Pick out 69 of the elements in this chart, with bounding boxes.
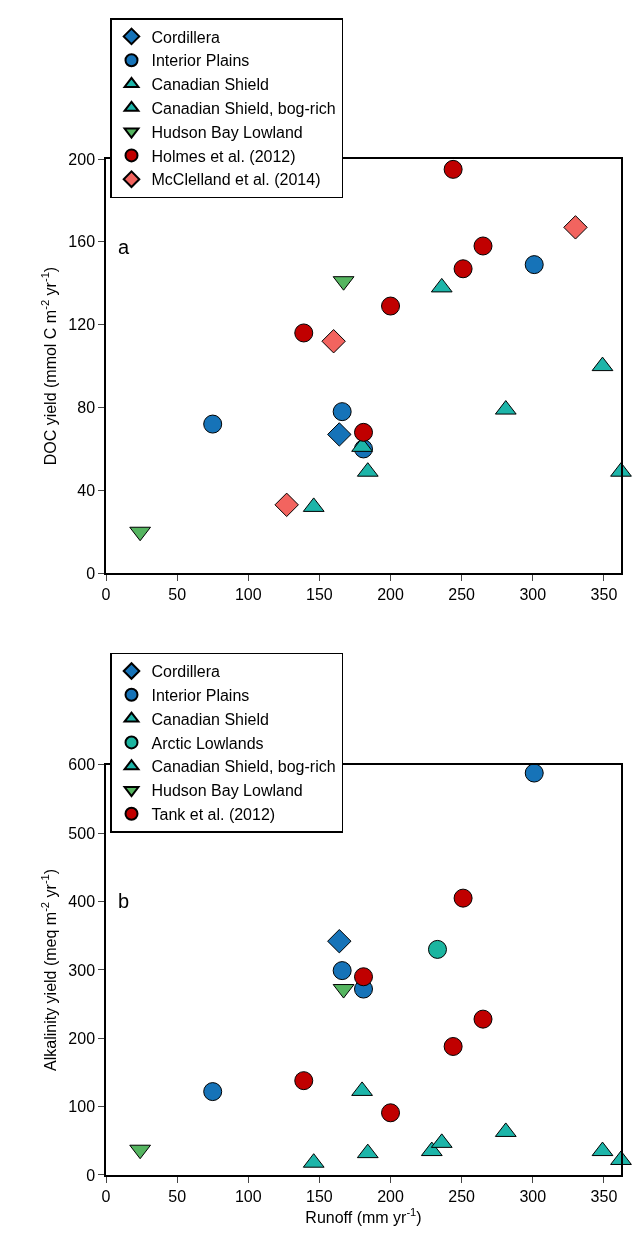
x-tick-label: 0: [101, 1187, 111, 1205]
annotation: b: [118, 890, 130, 912]
point: [563, 215, 588, 240]
point: [354, 967, 373, 987]
y-tick-label: 160: [68, 233, 96, 251]
x-tick-label: 100: [234, 1187, 262, 1205]
annotation: a: [118, 236, 130, 258]
y-tick-label: 80: [77, 399, 96, 417]
point: [453, 888, 473, 908]
x-tick-label: 200: [377, 1187, 404, 1205]
point: [354, 422, 373, 442]
point: [473, 1009, 493, 1029]
point: [381, 296, 401, 316]
y-tick-label: 0: [86, 1166, 96, 1184]
y-tick-label: 200: [68, 1029, 96, 1047]
point: [327, 422, 352, 447]
y-tick-label: 400: [68, 893, 96, 911]
point: [327, 929, 352, 954]
legend-label: McClelland et al. (2014): [151, 171, 321, 189]
x-tick-label: 300: [519, 586, 547, 604]
point: [443, 1036, 463, 1056]
x-tick-label: 150: [306, 1187, 333, 1205]
x-tick-label: 0: [101, 586, 111, 604]
legend-label: Holmes et al. (2012): [151, 147, 296, 165]
y-tick-label: 500: [68, 824, 96, 842]
legend-label: Arctic Lowlands: [151, 734, 264, 752]
point: [321, 329, 346, 354]
x-tick-label: 200: [377, 586, 404, 604]
point: [332, 961, 352, 981]
y-tick-label: 120: [68, 316, 96, 334]
legend-label: Canadian Shield, bog-rich: [151, 100, 336, 118]
legend-label: Canadian Shield: [151, 76, 269, 94]
legend-label: Interior Plains: [151, 52, 250, 70]
point: [274, 492, 299, 518]
legend-label: Tank et al. (2012): [151, 806, 276, 824]
x-tick-label: 250: [448, 1187, 476, 1205]
legend-label: Interior Plains: [151, 687, 250, 705]
legend-label: Canadian Shield: [151, 710, 269, 728]
x-tick-label: 350: [590, 1187, 618, 1205]
x-tick-label: 150: [306, 586, 333, 604]
y-tick-label: 0: [86, 564, 96, 582]
x-tick-label: 50: [168, 1187, 187, 1205]
x-tick-label: 50: [168, 586, 187, 604]
point: [524, 255, 544, 275]
x-tick-label: 250: [448, 586, 476, 604]
x-tick-label: 300: [519, 1187, 547, 1205]
x-tick-label: 100: [234, 586, 262, 604]
x-axis-title: Runoff (mm yr$^{-1}$): [305, 1206, 422, 1227]
point: [427, 939, 447, 959]
legend-label: Hudson Bay Lowland: [151, 123, 303, 141]
point: [453, 259, 473, 279]
legend-label: Hudson Bay Lowland: [151, 782, 303, 800]
point: [443, 159, 463, 179]
point: [203, 1082, 223, 1102]
legend-label: Cordillera: [151, 28, 221, 46]
y-tick-label: 100: [68, 1098, 96, 1116]
point: [473, 236, 493, 256]
legend-label: Cordillera: [151, 663, 221, 681]
legend-label: Canadian Shield, bog-rich: [151, 758, 336, 776]
x-tick-label: 350: [590, 586, 618, 604]
y-tick-label: 600: [68, 756, 96, 774]
y-tick-label: 40: [77, 481, 96, 499]
point: [294, 1071, 314, 1091]
point: [294, 323, 314, 343]
point: [332, 402, 352, 422]
point: [381, 1103, 401, 1123]
y-tick-label: 200: [68, 150, 96, 168]
y-tick-label: 300: [68, 961, 96, 979]
point: [203, 414, 223, 434]
